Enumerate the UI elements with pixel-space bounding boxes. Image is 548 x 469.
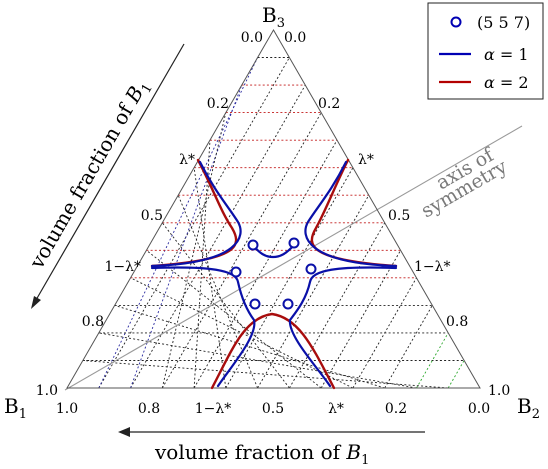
right-tick: λ* <box>358 152 374 168</box>
marker-point <box>230 266 242 278</box>
alpha1-curve-upper-left <box>150 160 242 268</box>
data-markers <box>230 237 317 310</box>
bottom-axis-label-group: volume fraction of B1 <box>118 427 425 468</box>
vertex-label-left: B1 <box>4 394 27 422</box>
grid-line-right-parallel <box>98 332 417 389</box>
right-tick: 1−λ* <box>414 259 451 275</box>
alpha2-curve-bottom <box>210 312 336 390</box>
right-tick: 0.2 <box>318 96 340 112</box>
bottom-tick: 0.0 <box>468 401 490 417</box>
grid-line-right-parallel <box>146 249 322 389</box>
right-tick: 0.0 <box>284 30 306 46</box>
grid-line-left-parallel <box>384 305 433 389</box>
right-tick: 0.5 <box>388 208 410 224</box>
alpha1-curve-right-lower <box>288 266 398 388</box>
marker-point <box>247 239 259 251</box>
grid-line-right-parallel <box>130 277 354 389</box>
right-tick: 1.0 <box>488 383 510 399</box>
alpha1-curve-upper-right <box>304 160 398 268</box>
legend-label-points: (5 5 7) <box>477 13 530 32</box>
symmetry-label: axis of symmetry <box>418 143 512 222</box>
grid-line-left-parallel <box>98 57 290 389</box>
left-tick: 1−λ* <box>104 259 141 275</box>
marker-point <box>288 237 300 249</box>
alpha1-curves <box>150 160 398 388</box>
bottom-tick: 0.5 <box>262 401 284 417</box>
grid-line-left-parallel <box>130 84 306 389</box>
bottom-tick: λ* <box>328 401 344 417</box>
grid-line-left-parallel <box>352 277 417 389</box>
left-axis-label: volume fraction of B1 <box>24 75 156 276</box>
right-tick: 0.8 <box>446 314 468 330</box>
marker-point <box>249 298 261 310</box>
vertex-label-top: B3 <box>262 3 285 31</box>
grid-line-left-parallel <box>447 360 465 389</box>
bottom-tick: 0.8 <box>138 401 160 417</box>
grid-line-right-parallel <box>161 222 290 389</box>
grid-line-right-parallel <box>114 304 385 389</box>
symmetry-axis-line <box>64 125 523 391</box>
legend-label-alpha2: α = 2 <box>484 73 529 92</box>
alpha1-curve-top-join <box>251 243 296 259</box>
left-tick: 0.2 <box>207 96 229 112</box>
left-tick: 0.0 <box>241 30 263 46</box>
bottom-tick: 0.2 <box>385 401 407 417</box>
marker-point <box>282 298 294 310</box>
left-tick: 1.0 <box>36 383 58 399</box>
grid-line-right-parallel <box>177 195 259 389</box>
grid-line-left-parallel <box>257 194 370 389</box>
left-tick: 0.8 <box>82 314 104 330</box>
grid-line-right-parallel <box>193 167 227 389</box>
legend-marker-circle <box>450 16 462 28</box>
grid-line-left-parallel <box>193 139 338 389</box>
grid-line-left-parallel <box>320 250 401 389</box>
left-tick: 0.5 <box>141 208 163 224</box>
grid-line-left-parallel <box>161 112 322 389</box>
grid-line-right-parallel <box>130 84 243 389</box>
grid-line-right-parallel <box>161 112 227 389</box>
legend: (5 5 7) α = 1 α = 2 <box>427 2 544 100</box>
legend-label-alpha1: α = 1 <box>484 45 529 64</box>
left-tick: λ* <box>179 152 195 168</box>
marker-point <box>305 263 317 275</box>
bottom-tick: 1.0 <box>56 401 78 417</box>
vertex-label-right: B2 <box>517 394 540 422</box>
bottom-tick: 1−λ* <box>195 401 232 417</box>
alpha1-curve-left-lower <box>150 266 256 388</box>
triangle-outline <box>66 28 481 389</box>
bottom-axis-label: volume fraction of B1 <box>154 440 369 468</box>
grid-line-right-parallel <box>82 360 449 389</box>
grid-line-left-parallel <box>225 167 354 389</box>
